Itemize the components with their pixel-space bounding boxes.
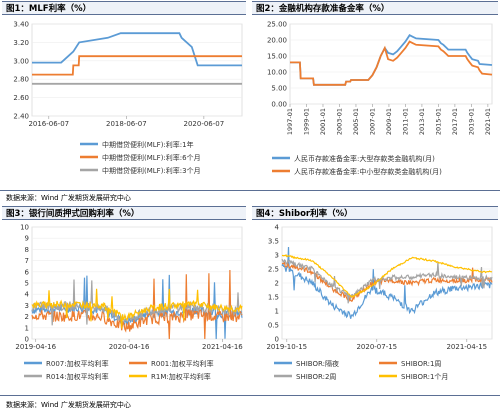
y-tick-label: 8 xyxy=(25,246,29,254)
x-tick-label: 2003-01 xyxy=(335,108,343,135)
divider-line-2 xyxy=(0,395,500,396)
x-tick-label: 2021-01 xyxy=(484,108,492,135)
legend-label: 人民币存款准备金率:大型存款类金融机构(月) xyxy=(294,154,435,163)
legend-label: SHIBOR:1个月 xyxy=(401,373,448,381)
x-tick-label: 2019-10-15 xyxy=(266,343,307,351)
y-tick-label: 6 xyxy=(25,268,30,276)
chart3-svg: 0 1 2 3 4 5 6 7 8 9 10 2019-04-16 2020-04-16 2021-04-… xyxy=(15,224,243,382)
plot-frame xyxy=(289,23,493,105)
y-tick-label: 1.5 xyxy=(268,294,279,302)
y-tick-label: 2.40 xyxy=(13,113,29,121)
plot-frame xyxy=(31,23,243,117)
divider-line-1 xyxy=(0,190,500,191)
legend-label: 中期借贷便利(MLF):利率:3个月 xyxy=(102,166,201,175)
x-tick-label: 2005-01 xyxy=(352,108,360,135)
series-line-2 xyxy=(32,55,242,76)
x-tick-label: 2013-01 xyxy=(418,108,426,135)
series-line-3 xyxy=(281,258,493,304)
series-line-1 xyxy=(281,246,493,319)
y-tick-label: 25.00 xyxy=(267,21,287,29)
y-tick-label: 3 xyxy=(275,252,279,260)
x-tick-label: 2021-04-15 xyxy=(446,343,487,351)
legend-label: R014:加权平均利率 xyxy=(46,372,109,381)
y-tick-label: 0 xyxy=(275,336,279,344)
x-tick-label: 2011-01 xyxy=(401,108,409,135)
x-tick-label: 2019-04-16 xyxy=(15,343,56,351)
x-tick-label: 2015-01 xyxy=(434,108,442,135)
x-tick-label: 2020-07-15 xyxy=(356,343,397,351)
y-tick-label: 4 xyxy=(275,224,280,232)
x-tick-label: 2020-06-07 xyxy=(184,120,225,128)
series-line-1 xyxy=(32,32,242,67)
x-tick-label: 2018-06-07 xyxy=(106,120,147,128)
y-tick-label: 3.40 xyxy=(13,21,29,29)
chart1-svg: 2.40 2.60 2.80 3.00 3.20 3.40 2016-06-07 2018-0… xyxy=(13,21,243,175)
chart2-svg: 0.00 5.00 10.00 15.00 20.00 25.00 1997-01 1999-… xyxy=(267,21,493,176)
legend-label: R001:加权平均利率 xyxy=(151,359,214,368)
x-tick-label: 2007-01 xyxy=(368,108,376,135)
x-tick-label: 2019-01 xyxy=(467,108,475,135)
y-tick-label: 2.5 xyxy=(268,266,279,274)
y-tick-label: 3.20 xyxy=(13,39,29,47)
legend-label: SHIBOR:2周 xyxy=(296,373,336,381)
y-tick-label: 1 xyxy=(275,308,279,316)
series-line-4 xyxy=(31,288,243,329)
y-tick-label: 0.00 xyxy=(271,101,287,109)
y-tick-label: 15.00 xyxy=(267,53,287,61)
y-tick-label: 9 xyxy=(25,235,29,243)
chart4-title: 图4：Shibor利率（%） xyxy=(252,206,498,220)
y-tick-label: 0.5 xyxy=(268,322,279,330)
legend-label: SHIBOR:1周 xyxy=(401,360,441,368)
legend-label: R1M:加权平均利率 xyxy=(151,372,211,381)
series-line-4 xyxy=(282,254,493,299)
chart2-title: 图2：金融机构存款准备金率（%） xyxy=(252,1,498,15)
x-tick-label: 1997-01 xyxy=(286,108,294,135)
x-tick-label: 2016-06-07 xyxy=(28,120,69,128)
legend-label: 中期借贷便利(MLF):利率:1年 xyxy=(102,140,194,149)
chart3-title: 图3：银行间质押式回购利率（%） xyxy=(2,206,246,220)
x-tick-label: 2021-04-16 xyxy=(202,343,243,351)
legend-label: R007:加权平均利率 xyxy=(46,359,109,368)
source-note-1: 数据来源：Wind 广发期货发展研究中心 xyxy=(6,194,131,202)
legend-label: 人民币存款准备金率:中小型存款类金融机构(月) xyxy=(294,167,442,176)
legend-label: 中期借贷便利(MLF):利率:6个月 xyxy=(102,153,201,162)
x-tick-label: 2020-04-16 xyxy=(109,343,150,351)
y-tick-label: 2.60 xyxy=(13,94,29,102)
y-tick-label: 10 xyxy=(20,224,29,232)
source-note-2: 数据来源：Wind 广发期货发展研究中心 xyxy=(6,401,131,409)
chart4-svg: 0 0.5 1 1.5 2 2.5 3 3.5 4 2019-10-15 2020-07-15 202… xyxy=(266,224,493,381)
chart1-title: 图1：MLF利率（%） xyxy=(2,1,246,15)
x-tick-label: 2001-01 xyxy=(319,108,327,135)
y-tick-label: 2.80 xyxy=(13,76,29,84)
y-tick-label: 4 xyxy=(25,291,30,299)
y-tick-label: 5.00 xyxy=(271,85,287,93)
series-line-2 xyxy=(290,40,493,86)
y-tick-label: 3.00 xyxy=(13,57,29,65)
y-tick-label: 5 xyxy=(25,280,29,288)
y-tick-label: 1 xyxy=(25,324,29,332)
y-tick-label: 2 xyxy=(275,280,279,288)
y-tick-label: 2 xyxy=(25,313,29,321)
y-tick-label: 3.5 xyxy=(268,238,279,246)
y-tick-label: 3 xyxy=(25,302,29,310)
x-tick-label: 2017-01 xyxy=(451,108,459,135)
y-tick-label: 7 xyxy=(25,257,29,265)
legend-label: SHIBOR:隔夜 xyxy=(296,359,339,368)
x-tick-label: 1999-01 xyxy=(302,108,310,135)
y-tick-label: 0 xyxy=(25,336,29,344)
y-tick-label: 20.00 xyxy=(267,37,287,45)
y-tick-label: 10.00 xyxy=(267,69,287,77)
x-tick-label: 2009-01 xyxy=(385,108,393,135)
